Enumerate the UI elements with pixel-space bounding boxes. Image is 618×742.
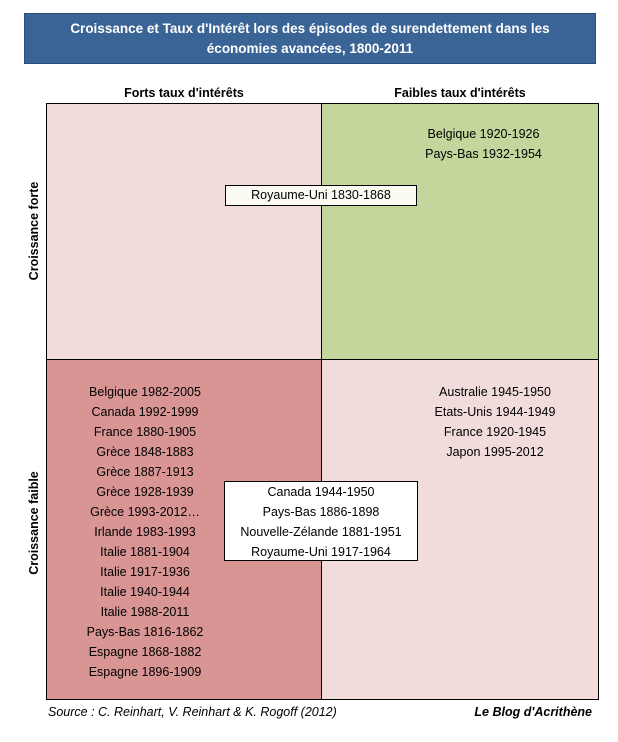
episode-label: Nouvelle-Zélande 1881-1951 [240, 525, 402, 539]
straddle-box-low-growth: Canada 1944-1950 Pays-Bas 1886-1898 Nouv… [224, 481, 418, 561]
title-line-1: Croissance et Taux d'Intérêt lors des ép… [70, 21, 550, 36]
title-line-2: économies avancées, 1800-2011 [206, 41, 414, 56]
episode-label: Australie 1945-1950 [439, 385, 551, 399]
straddle-box-high-growth: Royaume-Uni 1830-1868 [225, 185, 417, 206]
chart-title: Croissance et Taux d'Intérêt lors des ép… [24, 13, 596, 64]
column-header-high-rates: Forts taux d'intérêts [124, 86, 244, 100]
episode-label: Grèce 1993-2012… [90, 505, 200, 519]
quadrant-grid [46, 103, 599, 700]
episode-list-low-growth-high-rates: Belgique 1982-2005 Canada 1992-1999 Fran… [55, 382, 235, 682]
episode-label: Espagne 1896-1909 [88, 665, 202, 679]
episode-label: Italie 1917-1936 [100, 565, 190, 579]
episode-label: Italie 1940-1944 [100, 585, 190, 599]
episode-list-high-growth-low-rates: Belgique 1920-1926 Pays-Bas 1932-1954 [376, 124, 591, 164]
source-citation: Source : C. Reinhart, V. Reinhart & K. R… [48, 705, 337, 719]
episode-label: Italie 1988-2011 [100, 605, 190, 619]
episode-label: Canada 1992-1999 [91, 405, 199, 419]
episode-label: Belgique 1982-2005 [89, 385, 201, 399]
episode-label: Pays-Bas 1932-1954 [425, 147, 542, 161]
episode-label: Grèce 1928-1939 [96, 485, 194, 499]
episode-label: Royaume-Uni 1830-1868 [251, 188, 391, 202]
row-header-low-growth: Croissance faible [27, 471, 41, 575]
blog-credit: Le Blog d'Acrithène [474, 705, 592, 719]
episode-label: France 1920-1945 [443, 425, 547, 439]
quadrant-high-growth-low-rates [322, 104, 598, 360]
episode-label: Pays-Bas 1886-1898 [262, 505, 380, 519]
episode-label: Pays-Bas 1816-1862 [86, 625, 204, 639]
episode-list-low-growth-low-rates: Australie 1945-1950 Etats-Unis 1944-1949… [395, 382, 595, 462]
episode-label: Belgique 1920-1926 [427, 127, 540, 141]
row-header-high-growth: Croissance forte [27, 181, 41, 281]
episode-label: Royaume-Uni 1917-1964 [251, 545, 391, 559]
episode-label: Grèce 1887-1913 [96, 465, 194, 479]
episode-label: Japon 1995-2012 [446, 445, 544, 459]
episode-label: Canada 1944-1950 [267, 485, 375, 499]
column-header-low-rates: Faibles taux d'intérêts [394, 86, 526, 100]
episode-label: Etats-Unis 1944-1949 [434, 405, 556, 419]
episode-label: Espagne 1868-1882 [88, 645, 202, 659]
episode-label: Grèce 1848-1883 [96, 445, 194, 459]
episode-label: Irlande 1983-1993 [94, 525, 196, 539]
episode-label: France 1880-1905 [93, 425, 197, 439]
episode-label: Italie 1881-1904 [100, 545, 190, 559]
quadrant-high-growth-high-rates [47, 104, 322, 360]
